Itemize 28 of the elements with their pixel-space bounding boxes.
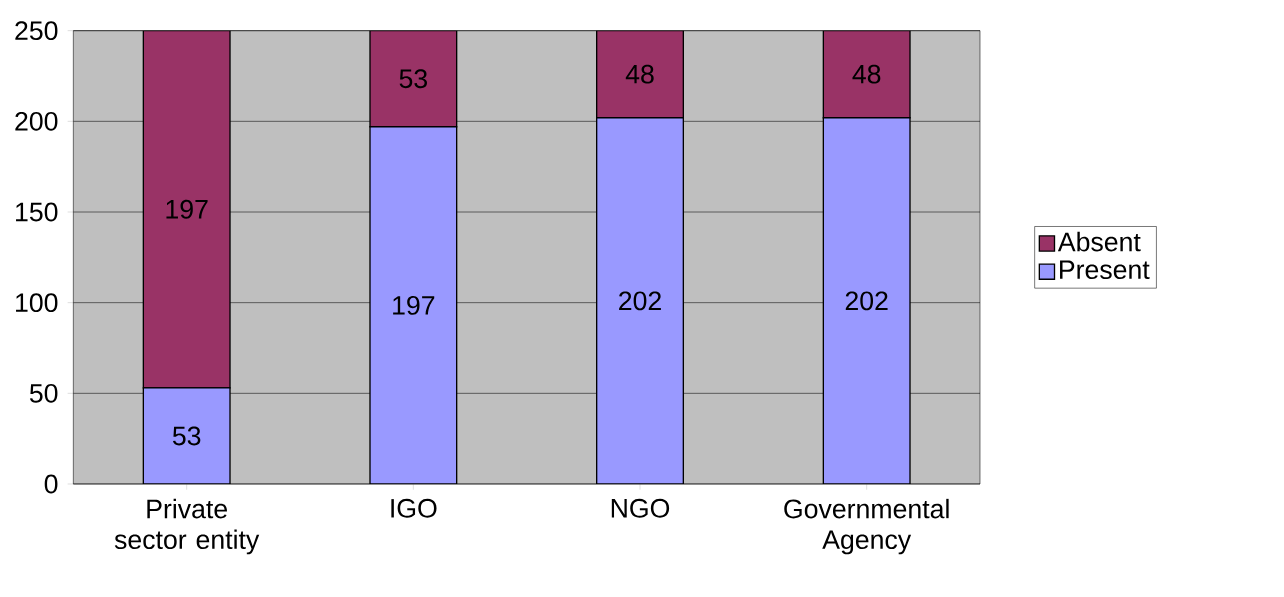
legend-label: Absent [1057,231,1141,252]
bar [142,387,231,484]
y-tick-label: 200 [15,111,58,131]
data-label: 197 [393,295,435,315]
x-tick-label: Private sector entity [114,498,260,555]
data-label: 202 [619,291,661,311]
bar [369,125,458,484]
bar [142,30,231,389]
x-tick-label: NGO [611,498,670,518]
bar [596,116,685,484]
bar [596,30,685,119]
y-tick-label: 100 [16,293,58,312]
y-tick-label: 50 [29,383,58,403]
y-tick-label: 250 [15,21,58,40]
x-tick-label: IGO [391,498,437,518]
data-label: 48 [852,64,881,84]
bar [822,30,911,119]
data-label: 197 [166,199,208,219]
y-tick-label: 0 [44,474,58,494]
bar [822,116,911,484]
bar [369,30,458,128]
y-tick-label: 150 [16,202,58,222]
data-label: 202 [845,291,888,311]
x-tick-label: Governmental Agency [784,498,949,555]
data-label: 53 [399,69,427,88]
data-label: 53 [172,426,201,446]
legend-label: Present [1060,260,1150,279]
data-label: 48 [625,64,654,84]
